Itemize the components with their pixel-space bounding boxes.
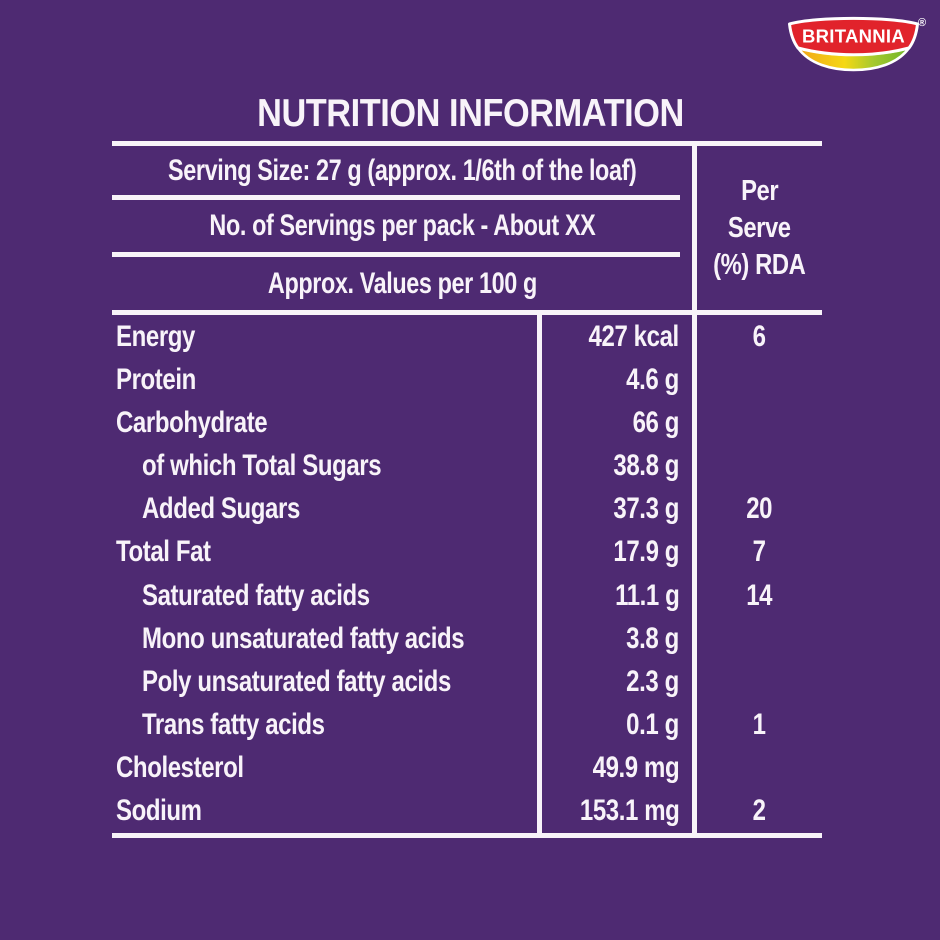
nutrient-rda xyxy=(697,622,822,656)
nutrient-name: Added Sugars xyxy=(142,492,300,526)
header-separator-2 xyxy=(112,252,680,257)
table-row-carbohydrate: Carbohydrate 66 g xyxy=(112,401,822,444)
nutrient-rda xyxy=(697,406,822,440)
value-column-divider xyxy=(537,310,542,838)
nutrient-rda xyxy=(697,665,822,699)
nutrient-rda: 20 xyxy=(746,492,773,526)
nutrient-name: Energy xyxy=(116,319,195,353)
table-top-border xyxy=(112,141,822,146)
nutrient-rda: 14 xyxy=(746,578,773,612)
nutrient-rda: 6 xyxy=(753,319,766,353)
britannia-logo-graphic: BRITANNIA ® xyxy=(788,16,926,72)
table-row-poly-unsaturated: Poly unsaturated fatty acids 2.3 g xyxy=(112,660,822,703)
per-serve-line-1: Per xyxy=(740,174,779,207)
logo-registered-icon: ® xyxy=(918,17,926,29)
per-serve-rda-header: Per Serve (%) RDA xyxy=(697,146,822,310)
nutrient-name: Carbohydrate xyxy=(116,405,268,439)
table-row-total-sugars: of which Total Sugars 38.8 g xyxy=(112,445,822,488)
nutrition-table: Serving Size: 27 g (approx. 1/6th of the… xyxy=(112,141,822,838)
logo-brand-text: BRITANNIA xyxy=(802,26,905,47)
logo-banner-shape xyxy=(788,16,919,57)
nutrient-value: 3.8 g xyxy=(626,621,679,655)
nutrient-value: 37.3 g xyxy=(613,492,679,526)
table-bottom-border xyxy=(112,833,822,838)
nutrient-name: of which Total Sugars xyxy=(142,449,382,483)
nutrient-value: 2.3 g xyxy=(626,664,679,698)
table-row-energy: Energy 427 kcal 6 xyxy=(112,315,822,358)
table-row-total-fat: Total Fat 17.9 g 7 xyxy=(112,531,822,574)
servings-per-pack-text: No. of Servings per pack - About XX xyxy=(209,209,595,242)
servings-per-pack-row: No. of Servings per pack - About XX xyxy=(112,200,692,252)
nutrient-value: 0.1 g xyxy=(626,708,679,742)
nutrient-name: Cholesterol xyxy=(116,751,244,785)
nutrient-name: Sodium xyxy=(116,794,202,828)
serving-size-text: Serving Size: 27 g (approx. 1/6th of the… xyxy=(167,153,637,187)
table-row-sodium: Sodium 153.1 mg 2 xyxy=(112,790,822,833)
nutrient-rda: 7 xyxy=(753,535,766,569)
page-title-text: NUTRITION INFORMATION xyxy=(256,92,684,135)
nutrient-name: Protein xyxy=(116,362,196,396)
nutrient-name: Trans fatty acids xyxy=(142,708,325,742)
table-row-protein: Protein 4.6 g xyxy=(112,358,822,401)
nutrient-value: 427 kcal xyxy=(588,319,680,353)
nutrient-rda xyxy=(697,449,822,483)
table-row-added-sugars: Added Sugars 37.3 g 20 xyxy=(112,488,822,531)
rda-column-divider xyxy=(692,141,697,838)
per-serve-line-3: (%) RDA xyxy=(713,248,806,281)
nutrient-value: 38.8 g xyxy=(613,449,679,483)
nutrient-value: 49.9 mg xyxy=(592,751,679,785)
table-row-cholesterol: Cholesterol 49.9 mg xyxy=(112,747,822,790)
britannia-logo: BRITANNIA ® xyxy=(778,12,930,74)
nutrient-value: 11.1 g xyxy=(614,578,680,612)
table-row-saturated-fat: Saturated fatty acids 11.1 g 14 xyxy=(112,574,822,617)
nutrient-name: Total Fat xyxy=(116,535,211,569)
nutrient-value: 66 g xyxy=(632,405,680,439)
nutrient-name: Poly unsaturated fatty acids xyxy=(142,664,451,698)
header-separator-1 xyxy=(112,195,680,200)
nutrient-value: 153.1 mg xyxy=(579,794,679,828)
nutrient-value: 17.9 g xyxy=(613,535,679,569)
nutrient-rda: 1 xyxy=(753,708,766,742)
table-row-trans-fat: Trans fatty acids 0.1 g 1 xyxy=(112,704,822,747)
nutrient-name: Mono unsaturated fatty acids xyxy=(142,621,465,655)
approx-values-row: Approx. Values per 100 g xyxy=(112,257,692,310)
header-body-separator xyxy=(112,310,822,315)
nutrient-value: 4.6 g xyxy=(626,362,679,396)
per-serve-line-2: Serve xyxy=(728,211,791,244)
nutrient-rda xyxy=(697,751,822,785)
approx-values-text: Approx. Values per 100 g xyxy=(267,266,537,300)
nutrient-rda xyxy=(697,363,822,397)
serving-size-row: Serving Size: 27 g (approx. 1/6th of the… xyxy=(112,146,692,195)
table-row-mono-unsaturated: Mono unsaturated fatty acids 3.8 g xyxy=(112,617,822,660)
table-body: Energy 427 kcal 6 Protein 4.6 g Carbohyd… xyxy=(112,315,822,833)
page-title: NUTRITION INFORMATION xyxy=(0,93,940,135)
nutrient-rda: 2 xyxy=(753,794,766,828)
nutrient-name: Saturated fatty acids xyxy=(142,578,370,612)
